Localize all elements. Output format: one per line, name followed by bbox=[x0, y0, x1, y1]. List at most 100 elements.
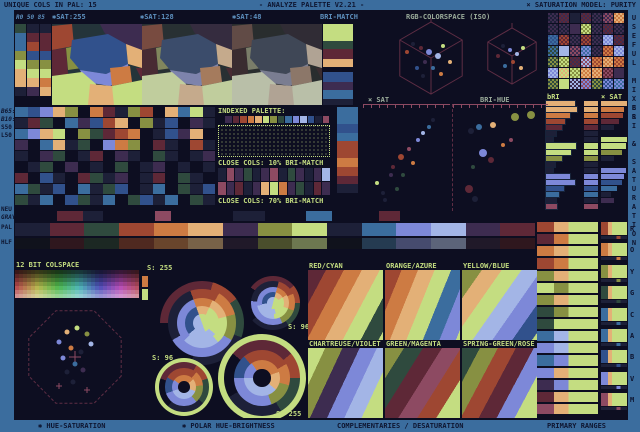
mix-swatch[interactable] bbox=[581, 13, 591, 23]
mix-swatch[interactable] bbox=[581, 35, 591, 45]
mix-swatch[interactable] bbox=[581, 24, 591, 34]
close-col-swatch[interactable] bbox=[235, 168, 244, 181]
close-col-swatch[interactable] bbox=[287, 168, 296, 181]
range-substrip bbox=[601, 278, 627, 282]
mosaic-cell bbox=[103, 274, 107, 278]
mix-swatch[interactable] bbox=[548, 46, 558, 56]
palette-swatch[interactable] bbox=[315, 116, 322, 123]
close-col-swatch[interactable] bbox=[304, 168, 313, 181]
mix-swatch[interactable] bbox=[548, 13, 558, 23]
palette-swatch[interactable] bbox=[292, 116, 300, 123]
close-col-swatch[interactable] bbox=[304, 182, 313, 195]
close-col-swatch[interactable] bbox=[252, 182, 261, 195]
mix-swatch[interactable] bbox=[614, 57, 624, 67]
close-col-swatch[interactable] bbox=[244, 168, 252, 181]
close-col-swatch[interactable] bbox=[278, 168, 287, 181]
mix-swatch[interactable] bbox=[581, 46, 591, 56]
mix-swatch[interactable] bbox=[570, 24, 580, 34]
mix-swatch[interactable] bbox=[559, 13, 569, 23]
mix-swatch[interactable] bbox=[559, 35, 569, 45]
mix-swatch[interactable] bbox=[548, 24, 558, 34]
mix-swatch[interactable] bbox=[603, 68, 613, 78]
close-col-swatch[interactable] bbox=[218, 182, 226, 195]
mix-swatch[interactable] bbox=[559, 57, 569, 67]
palette-swatch[interactable] bbox=[262, 116, 270, 123]
close-col-swatch[interactable] bbox=[270, 168, 278, 181]
mix-swatch[interactable] bbox=[570, 46, 580, 56]
sat-255-label[interactable]: ✱SAT:255 bbox=[52, 13, 86, 21]
close-col-swatch[interactable] bbox=[252, 168, 261, 181]
close-col-swatch[interactable] bbox=[226, 182, 235, 195]
palette-stack-row bbox=[15, 118, 215, 128]
mix-swatch[interactable] bbox=[614, 46, 624, 56]
stack-segment bbox=[65, 162, 78, 172]
mix-swatch[interactable] bbox=[548, 35, 558, 45]
mix-swatch[interactable] bbox=[603, 13, 613, 23]
close-col-swatch[interactable] bbox=[261, 168, 270, 181]
mix-swatch[interactable] bbox=[548, 68, 558, 78]
mix-swatch[interactable] bbox=[592, 13, 602, 23]
close-col-swatch[interactable] bbox=[296, 182, 304, 195]
mix-swatch[interactable] bbox=[603, 35, 613, 45]
mix-swatch[interactable] bbox=[559, 24, 569, 34]
close-col-swatch[interactable] bbox=[322, 182, 330, 195]
palette-swatch[interactable] bbox=[285, 116, 292, 123]
mix-swatch[interactable] bbox=[603, 79, 613, 89]
palette-swatch[interactable] bbox=[322, 116, 330, 123]
neutral-segment bbox=[15, 211, 57, 221]
palette-swatch[interactable] bbox=[247, 116, 255, 123]
mix-swatch[interactable] bbox=[570, 68, 580, 78]
mix-swatch[interactable] bbox=[592, 35, 602, 45]
mix-swatch[interactable] bbox=[559, 79, 569, 89]
palette-swatch[interactable] bbox=[270, 116, 277, 123]
mix-swatch[interactable] bbox=[570, 13, 580, 23]
close-col-swatch[interactable] bbox=[278, 182, 287, 195]
close-col-swatch[interactable] bbox=[244, 182, 252, 195]
mix-swatch[interactable] bbox=[548, 79, 558, 89]
palette-swatch[interactable] bbox=[277, 116, 285, 123]
palette-swatch[interactable] bbox=[300, 116, 307, 123]
palette-swatch[interactable] bbox=[240, 116, 247, 123]
palette-swatch[interactable] bbox=[218, 116, 225, 123]
mix-swatch[interactable] bbox=[592, 68, 602, 78]
close-col-swatch[interactable] bbox=[322, 168, 330, 181]
close-col-swatch[interactable] bbox=[218, 168, 226, 181]
mosaic-cell bbox=[119, 294, 123, 298]
palette-swatch[interactable] bbox=[225, 116, 232, 123]
close-col-swatch[interactable] bbox=[261, 182, 270, 195]
mix-swatch[interactable] bbox=[570, 79, 580, 89]
palette-swatch[interactable] bbox=[307, 116, 315, 123]
sat-128-label[interactable]: ✱SAT:128 bbox=[140, 13, 174, 21]
close-col-swatch[interactable] bbox=[235, 182, 244, 195]
mix-swatch[interactable] bbox=[614, 79, 624, 89]
close-col-swatch[interactable] bbox=[296, 168, 304, 181]
mix-swatch[interactable] bbox=[570, 35, 580, 45]
palette-swatch[interactable] bbox=[255, 116, 262, 123]
mix-swatch[interactable] bbox=[614, 35, 624, 45]
mix-swatch[interactable] bbox=[614, 24, 624, 34]
close-col-swatch[interactable] bbox=[287, 182, 296, 195]
close-col-swatch[interactable] bbox=[313, 168, 322, 181]
mix-swatch[interactable] bbox=[603, 24, 613, 34]
mix-swatch[interactable] bbox=[592, 79, 602, 89]
mix-swatch[interactable] bbox=[570, 57, 580, 67]
mix-swatch[interactable] bbox=[592, 46, 602, 56]
close-col-swatch[interactable] bbox=[226, 168, 235, 181]
mix-swatch[interactable] bbox=[603, 46, 613, 56]
sat-48-label[interactable]: ✱SAT:48 bbox=[232, 13, 262, 21]
palette-swatch[interactable] bbox=[232, 116, 240, 123]
mix-swatch[interactable] bbox=[548, 57, 558, 67]
mix-swatch[interactable] bbox=[581, 68, 591, 78]
mix-swatch[interactable] bbox=[592, 57, 602, 67]
bri-bar bbox=[545, 142, 577, 150]
mix-swatch[interactable] bbox=[581, 79, 591, 89]
mix-swatch[interactable] bbox=[603, 57, 613, 67]
mix-swatch[interactable] bbox=[581, 57, 591, 67]
close-col-swatch[interactable] bbox=[270, 182, 278, 195]
mix-swatch[interactable] bbox=[559, 46, 569, 56]
close-col-swatch[interactable] bbox=[313, 182, 322, 195]
mix-swatch[interactable] bbox=[614, 13, 624, 23]
mix-swatch[interactable] bbox=[592, 24, 602, 34]
mix-swatch[interactable] bbox=[614, 68, 624, 78]
mix-swatch[interactable] bbox=[559, 68, 569, 78]
